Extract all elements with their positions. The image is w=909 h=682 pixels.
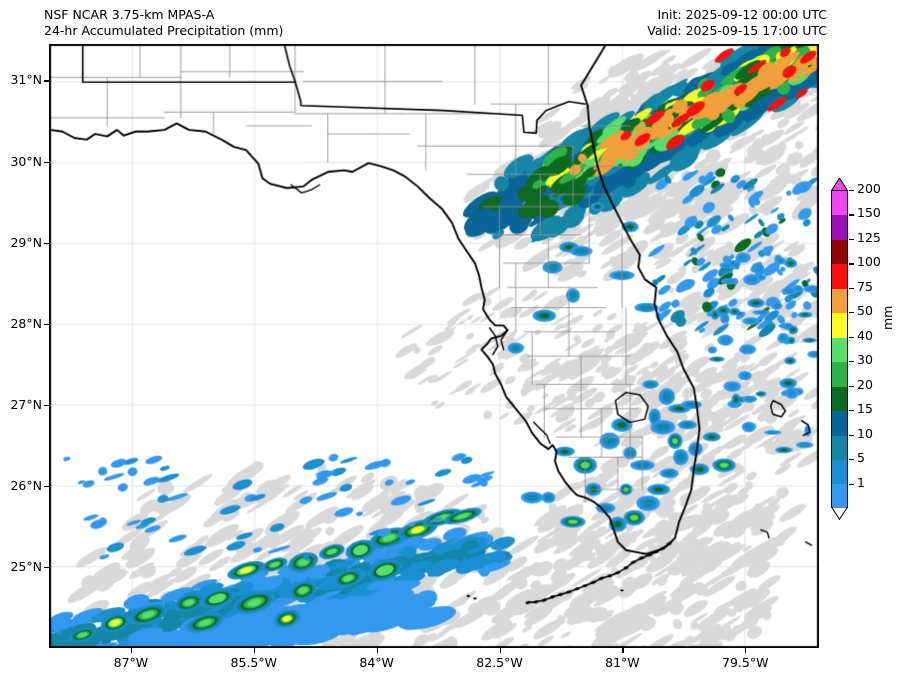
- colorbar-tick-label: 100: [857, 254, 881, 270]
- colorbar-tick-mark: [849, 214, 854, 216]
- longitude-tick-mark: [622, 648, 624, 653]
- colorbar-tick-mark: [849, 287, 854, 290]
- colorbar-tick-label: 1: [857, 474, 865, 490]
- latitude-tick-label: 25°N: [10, 558, 42, 574]
- longitude-tick-label: 85.5°W: [230, 655, 277, 670]
- latitude-tick-mark: [44, 242, 49, 244]
- longitude-tick-label: 79.5°W: [722, 655, 769, 670]
- longitude-tick-mark: [130, 648, 133, 653]
- colorbar-tick-mark: [849, 483, 854, 485]
- colorbar-tick-label: 200: [857, 181, 881, 196]
- longitude-tick-mark: [745, 648, 747, 653]
- colorbar-segment: [832, 288, 847, 314]
- colorbar-tick-label: 125: [857, 229, 881, 245]
- colorbar-bottom-extend-arrow: [831, 507, 848, 520]
- latitude-tick-label: 30°N: [10, 153, 42, 169]
- longitude-tick-mark: [499, 648, 501, 653]
- init-time: Init: 2025-09-12 00:00 UTC: [657, 7, 827, 22]
- colorbar-segment: [832, 484, 847, 507]
- longitude-tick-label: 87°W: [113, 655, 149, 670]
- colorbar-unit-label: mm: [880, 305, 895, 330]
- colorbar-segment: [832, 215, 847, 240]
- latitude-tick-label: 28°N: [10, 315, 42, 331]
- colorbar-tick-label: 40: [857, 327, 873, 343]
- latitude-tick-mark: [44, 323, 49, 325]
- colorbar-tick-mark: [849, 385, 854, 387]
- colorbar-segment: [832, 337, 847, 363]
- map-plot-area[interactable]: [49, 44, 819, 648]
- colorbar-tick-mark: [849, 459, 854, 461]
- colorbar-segment: [832, 411, 847, 436]
- colorbar-tick-label: 15: [857, 401, 873, 417]
- colorbar-tick-mark: [849, 336, 854, 338]
- colorbar-tick-mark: [849, 238, 854, 241]
- colorbar-tick-mark: [849, 361, 854, 363]
- colorbar-segment: [832, 239, 847, 265]
- colorbar-segment: [832, 313, 847, 338]
- latitude-tick-mark: [44, 566, 49, 569]
- latitude-tick-mark: [44, 161, 49, 163]
- longitude-tick-label: 82.5°W: [476, 655, 523, 670]
- latitude-tick-label: 29°N: [10, 234, 42, 250]
- latitude-tick-label: 27°N: [10, 396, 42, 412]
- colorbar-tick-label: 5: [857, 450, 865, 466]
- colorbar-segment: [832, 435, 847, 460]
- colorbar-tick-label: 10: [857, 425, 873, 441]
- colorbar-gradient: [831, 190, 848, 508]
- colorbar-segment: [832, 386, 847, 412]
- latitude-tick-label: 26°N: [10, 477, 42, 493]
- colorbar-tick-label: 30: [857, 352, 873, 368]
- colorbar-segment: [832, 191, 847, 216]
- colorbar[interactable]: 1 5 10 15 20 30 40 50 75 100 125 150 200: [831, 178, 881, 520]
- latitude-tick-mark: [44, 485, 49, 488]
- colorbar-tick-mark: [849, 263, 854, 265]
- colorbar-tick-mark: [849, 410, 854, 412]
- colorbar-segment: [832, 264, 847, 289]
- colorbar-tick-mark: [849, 190, 854, 192]
- colorbar-tick-label: 50: [857, 303, 873, 319]
- colorbar-segment: [832, 459, 847, 485]
- model-title: NSF NCAR 3.75-km MPAS-A: [44, 7, 215, 22]
- latitude-tick-mark: [44, 80, 49, 82]
- colorbar-segment: [832, 362, 847, 387]
- precipitation-map-canvas[interactable]: [50, 45, 818, 647]
- colorbar-tick-mark: [849, 312, 854, 314]
- longitude-tick-mark: [253, 648, 255, 653]
- product-title: 24-hr Accumulated Precipitation (mm): [44, 23, 284, 38]
- longitude-tick-label: 81°W: [605, 655, 640, 670]
- longitude-tick-mark: [376, 648, 378, 653]
- colorbar-tick-mark: [849, 434, 854, 436]
- latitude-tick-label: 31°N: [10, 72, 42, 88]
- colorbar-tick-label: 75: [857, 278, 873, 294]
- colorbar-tick-label: 150: [857, 205, 881, 221]
- longitude-tick-label: 84°W: [359, 655, 394, 670]
- valid-time: Valid: 2025-09-15 17:00 UTC: [647, 23, 827, 38]
- colorbar-tick-label: 20: [857, 376, 873, 392]
- latitude-tick-mark: [44, 404, 49, 406]
